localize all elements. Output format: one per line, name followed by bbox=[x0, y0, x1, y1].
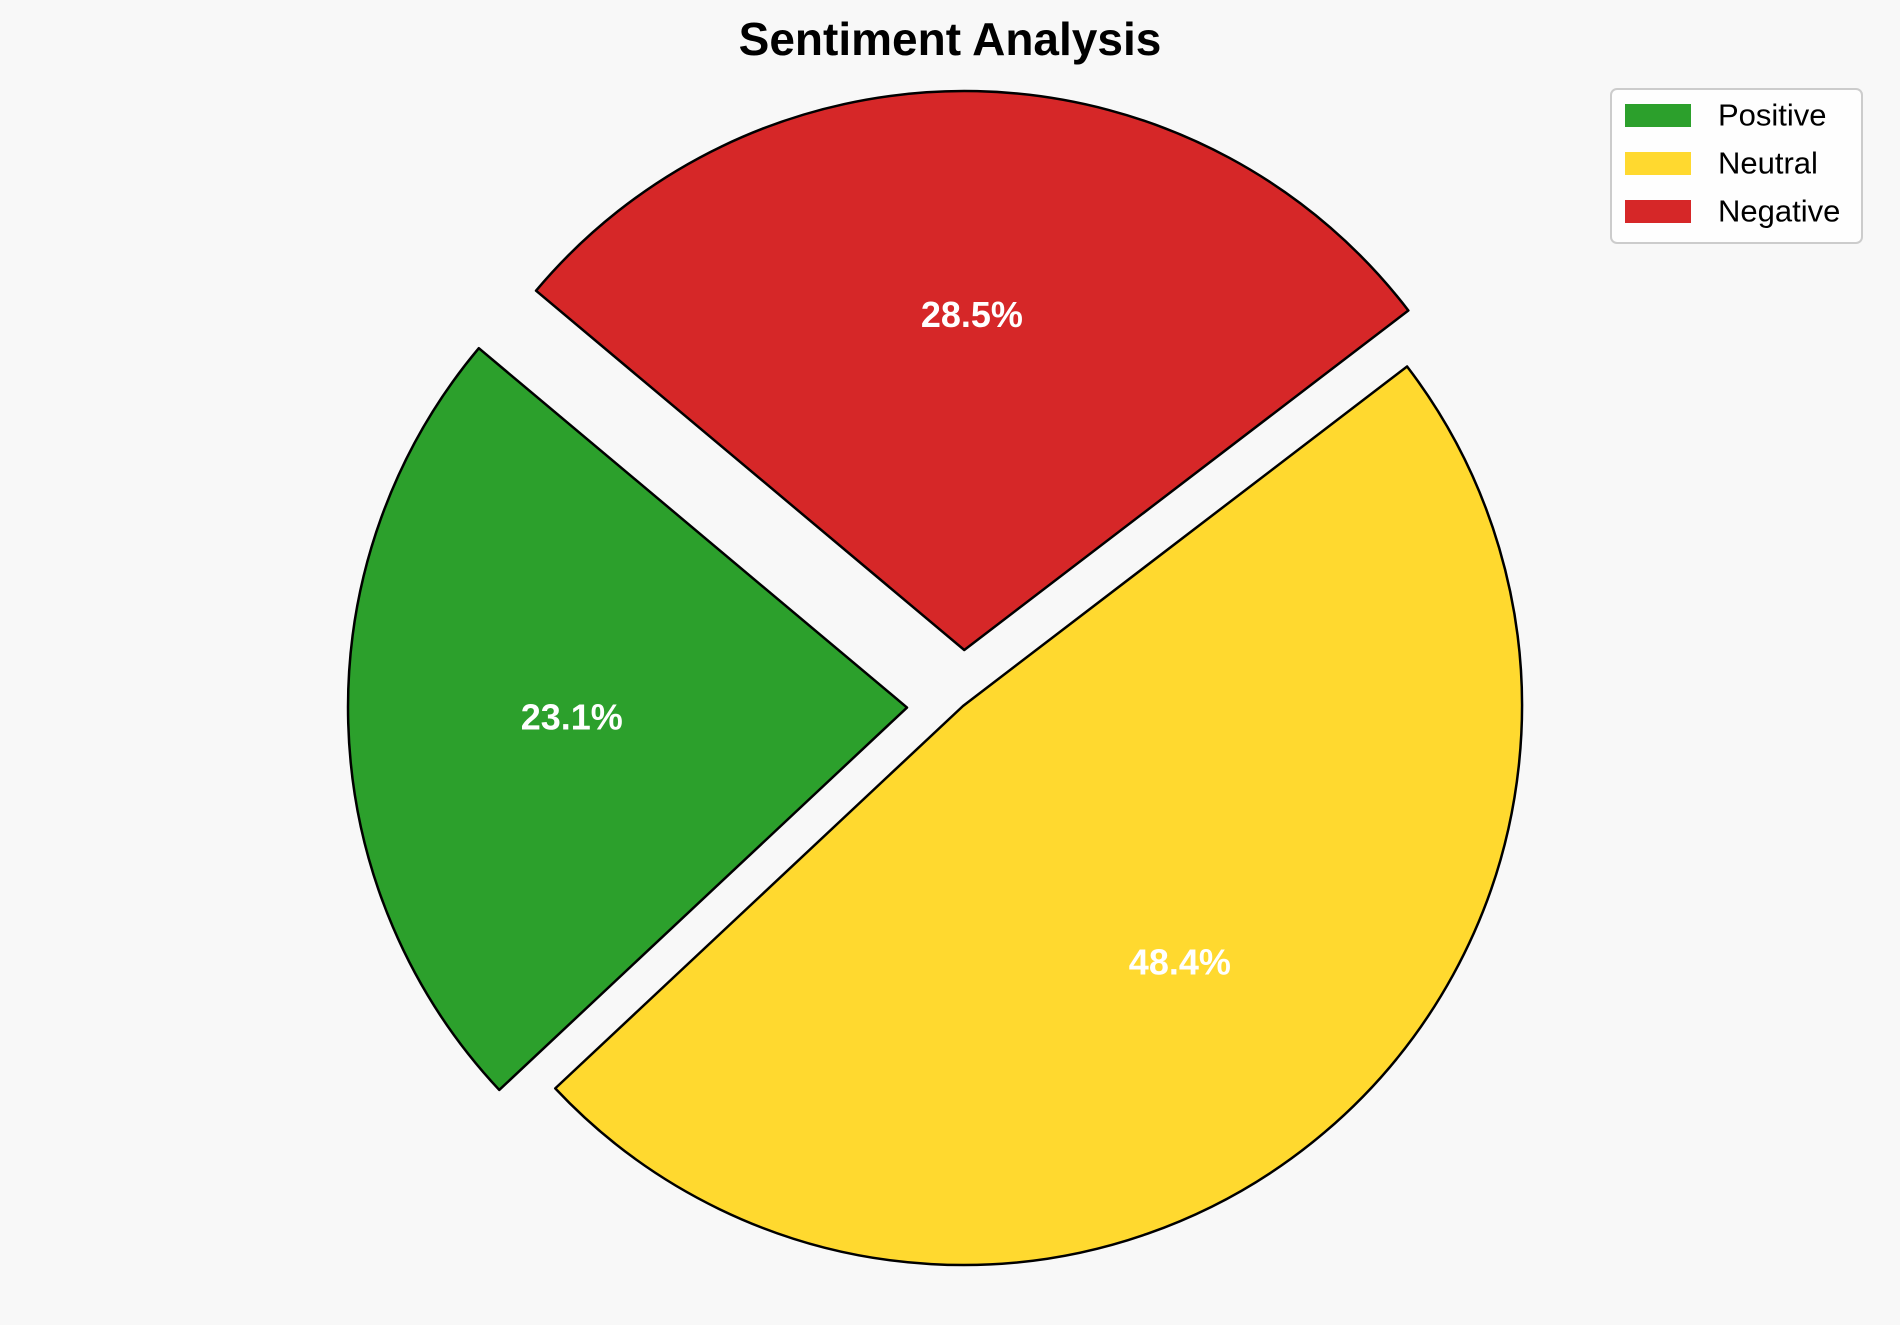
legend-label-negative: Negative bbox=[1718, 194, 1840, 229]
pie-slices bbox=[346, 89, 1524, 1267]
legend-label-neutral: Neutral bbox=[1718, 146, 1818, 181]
slice-label-neutral: 48.4% bbox=[1129, 941, 1231, 982]
chart-title: Sentiment Analysis bbox=[739, 13, 1162, 65]
pie-slice-positive bbox=[346, 346, 909, 1092]
pie-slice-labels: 23.1% 48.4% 28.5% bbox=[521, 294, 1231, 982]
legend: Positive Neutral Negative bbox=[1610, 88, 1863, 244]
pie-slice-neutral bbox=[553, 365, 1524, 1267]
legend-items: Positive Neutral Negative bbox=[1625, 98, 1840, 229]
legend-swatch-negative bbox=[1625, 200, 1691, 223]
slice-label-negative: 28.5% bbox=[921, 294, 1023, 335]
legend-swatch-neutral bbox=[1625, 152, 1691, 175]
pie-slice-negative bbox=[534, 89, 1410, 652]
legend-label-positive: Positive bbox=[1718, 98, 1827, 133]
slice-label-positive: 23.1% bbox=[521, 696, 623, 737]
legend-swatch-positive bbox=[1625, 104, 1691, 127]
